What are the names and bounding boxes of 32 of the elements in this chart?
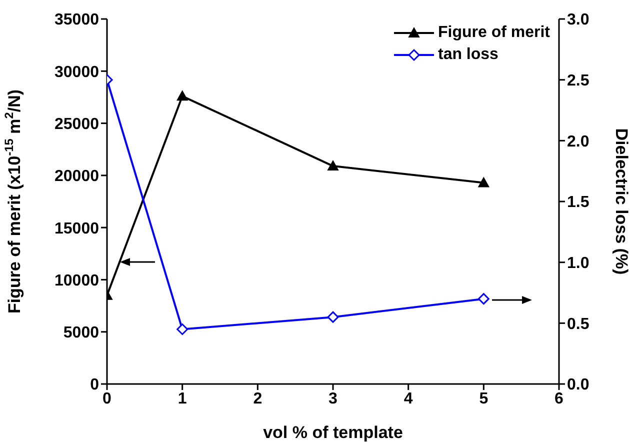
x-tick-label: 5 bbox=[479, 390, 488, 408]
point bbox=[478, 293, 490, 305]
y-tick-label: 25000 bbox=[54, 116, 100, 133]
legend-label: tan loss bbox=[438, 46, 498, 64]
x-axis-title: vol % of template bbox=[263, 423, 403, 442]
y-tick-label: 5000 bbox=[63, 324, 100, 342]
y2-tick-label: 1.0 bbox=[567, 255, 590, 272]
x-tick-label: 2 bbox=[253, 390, 262, 408]
point bbox=[327, 311, 339, 323]
point bbox=[176, 90, 188, 101]
x-tick-label: 0 bbox=[102, 390, 112, 408]
x-tick-label: 4 bbox=[404, 390, 413, 408]
y-tick-label: 20000 bbox=[54, 168, 100, 186]
y2-tick-label: 0.0 bbox=[567, 376, 590, 394]
x-tick-label: 6 bbox=[554, 390, 564, 408]
y-tick-label: 30000 bbox=[54, 64, 100, 81]
y2-tick-label: 0.5 bbox=[567, 316, 590, 333]
y2-axis-title: Dielectric loss (%) bbox=[612, 128, 630, 275]
y-tick-label: 0 bbox=[90, 376, 100, 394]
legend-label: Figure of merit bbox=[438, 24, 550, 42]
point bbox=[176, 324, 188, 335]
y-tick-label: 35000 bbox=[54, 12, 100, 29]
y2-tick-label: 2.5 bbox=[567, 72, 590, 90]
y2-tick-label: 3.0 bbox=[567, 12, 590, 29]
y2-tick-label: 1.5 bbox=[567, 194, 590, 212]
x-tick-label: 3 bbox=[328, 390, 338, 408]
x-tick-label: 1 bbox=[178, 390, 187, 408]
y-tick-label: 10000 bbox=[54, 272, 100, 290]
y2-tick-label: 2.0 bbox=[567, 133, 590, 150]
y-tick-label: 15000 bbox=[54, 220, 100, 238]
point bbox=[328, 160, 338, 171]
point bbox=[478, 177, 490, 188]
